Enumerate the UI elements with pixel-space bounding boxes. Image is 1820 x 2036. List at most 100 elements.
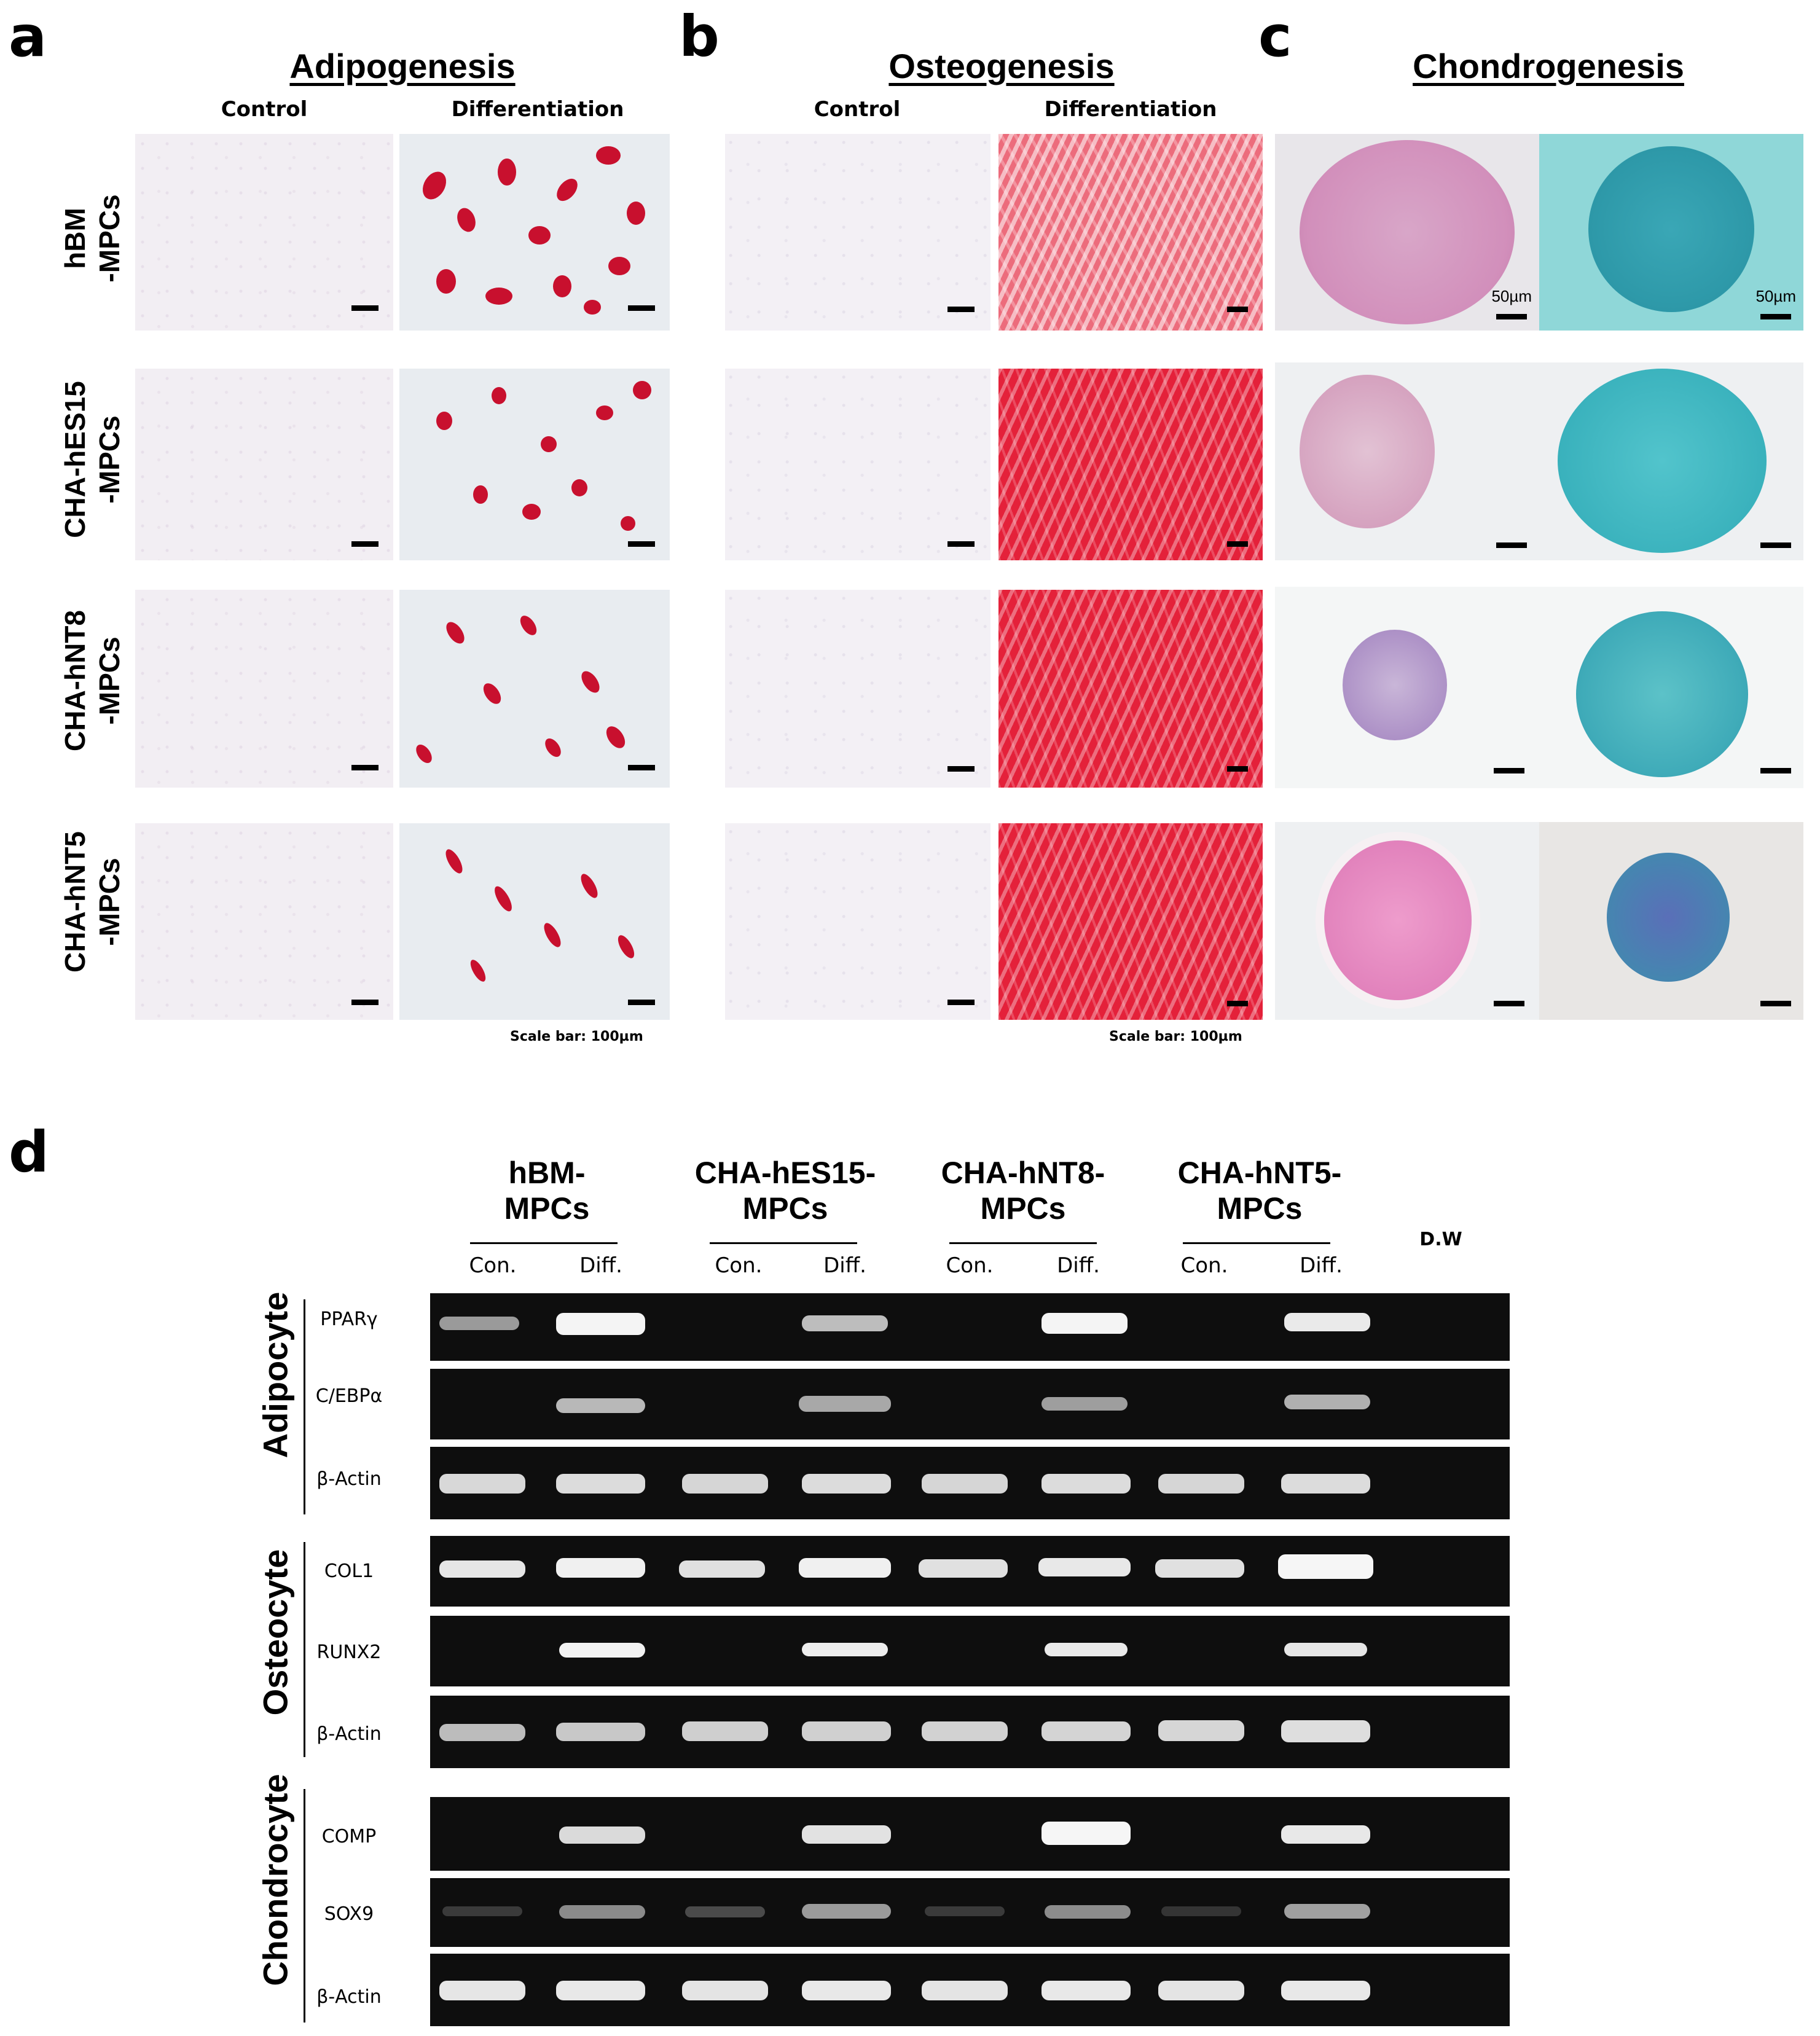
gel-band xyxy=(1161,1906,1241,1916)
lipid-droplet xyxy=(627,202,645,225)
scale-bar xyxy=(1496,314,1527,319)
gene-comp: COMP xyxy=(321,1826,377,1847)
scale-bar xyxy=(1227,766,1248,772)
osteo-control-hbm xyxy=(725,134,990,331)
adipo-control-hbm xyxy=(135,134,393,331)
lane-diff: Diff. xyxy=(1057,1253,1100,1278)
scale-bar xyxy=(947,541,975,547)
gel-band xyxy=(439,1724,525,1741)
gel-band xyxy=(919,1559,1008,1578)
bracket-line xyxy=(304,1542,305,1757)
scale-bar xyxy=(1760,314,1791,319)
scale-bar xyxy=(351,1000,379,1005)
scale-bar xyxy=(947,1000,975,1005)
scale-bar xyxy=(628,765,655,770)
gel-band xyxy=(679,1560,765,1578)
gel-strip-cebpa xyxy=(430,1369,1510,1439)
gene-cebpa: C/EBPα xyxy=(315,1385,383,1407)
lipid-droplet xyxy=(468,957,488,984)
scale-bar xyxy=(351,305,379,311)
scale-bar xyxy=(1760,768,1791,773)
chondro-alcian-hes15 xyxy=(1539,362,1803,560)
osteo-diff-hbm xyxy=(998,134,1263,331)
lipid-droplet xyxy=(541,920,564,950)
scale-bar xyxy=(351,765,379,770)
adipo-control-hes15 xyxy=(135,369,393,560)
gel-band xyxy=(556,1723,645,1741)
lipid-droplet xyxy=(418,167,451,204)
scale-bar xyxy=(1227,541,1248,547)
gene-col1: COL1 xyxy=(324,1560,374,1582)
osteogenesis-title: Osteogenesis xyxy=(888,47,1115,85)
lipid-droplet xyxy=(541,436,557,452)
lipid-droplet xyxy=(602,722,629,752)
gel-band xyxy=(1284,1313,1370,1331)
cartilage-pellet xyxy=(1588,146,1754,312)
cartilage-pellet xyxy=(1300,140,1515,324)
row-label-hes15: CHA-hES15 -MPCs xyxy=(59,381,125,538)
lane-con: Con. xyxy=(946,1253,994,1278)
gel-band xyxy=(922,1721,1008,1741)
gel-band xyxy=(682,1721,768,1741)
row-label-hbm: hBM -MPCs xyxy=(59,194,125,283)
lipid-droplet xyxy=(553,275,571,297)
group-rule xyxy=(710,1242,857,1244)
group-rule xyxy=(1183,1242,1330,1244)
gel-strip-runx2 xyxy=(430,1616,1510,1686)
lipid-droplet xyxy=(413,742,435,766)
gel-band xyxy=(1041,1313,1128,1334)
gel-band xyxy=(1281,1825,1370,1844)
panel-letter-c: c xyxy=(1258,4,1292,69)
chondro-alcian-hnt5 xyxy=(1539,822,1803,1020)
lane-diff: Diff. xyxy=(1300,1253,1343,1278)
gel-group-hnt8: CHA-hNT8- MPCs xyxy=(941,1156,1105,1226)
gel-band xyxy=(556,1981,645,2000)
adipo-diff-header: Differentiation xyxy=(451,97,624,122)
adipo-diff-hes15 xyxy=(399,369,670,560)
lipid-droplet xyxy=(578,668,603,696)
scale-bar xyxy=(1227,307,1248,312)
gel-band xyxy=(682,1474,768,1494)
gel-strip-comp xyxy=(430,1797,1510,1871)
group-rule xyxy=(470,1242,618,1244)
scale-bar xyxy=(351,541,379,547)
chondro-alcian-hnt8 xyxy=(1539,587,1803,788)
chondro-he-hnt5 xyxy=(1275,822,1539,1020)
lipid-droplet xyxy=(571,479,587,496)
lipid-droplet xyxy=(436,269,456,294)
gel-band xyxy=(1281,1981,1370,2000)
lipid-droplet xyxy=(498,159,516,186)
gel-band xyxy=(802,1474,891,1494)
gel-band xyxy=(1045,1905,1131,1919)
gel-band xyxy=(442,1906,522,1916)
scale-bar xyxy=(947,766,975,772)
gel-band xyxy=(1038,1558,1131,1576)
osteo-control-hes15 xyxy=(725,369,990,560)
gel-band xyxy=(802,1904,891,1919)
gel-strip-bactin-chondro xyxy=(430,1954,1510,2026)
gel-band xyxy=(922,1981,1008,2000)
adipo-control-header: Control xyxy=(221,97,308,122)
lane-con: Con. xyxy=(715,1253,763,1278)
gel-band xyxy=(1041,1721,1131,1741)
gel-band xyxy=(1284,1643,1367,1656)
chondro-scale-label: 50µm xyxy=(1755,287,1796,305)
cartilage-pellet xyxy=(1324,840,1472,1000)
scale-bar xyxy=(628,541,655,547)
chondro-scale-label: 50µm xyxy=(1491,287,1532,305)
gel-strip-col1 xyxy=(430,1536,1510,1607)
gel-band xyxy=(1284,1395,1370,1409)
gel-strip-bactin-adipo xyxy=(430,1447,1510,1519)
gel-band xyxy=(802,1825,891,1844)
gene-bactin-chondro: β-Actin xyxy=(316,1986,382,2008)
lane-diff: Diff. xyxy=(823,1253,866,1278)
gel-strip-bactin-osteo xyxy=(430,1696,1510,1768)
scale-bar xyxy=(1227,1001,1248,1006)
lipid-droplet xyxy=(522,504,541,520)
gel-band xyxy=(1155,1559,1244,1578)
gel-band xyxy=(439,1981,525,2000)
lipid-droplet xyxy=(442,619,468,647)
osteo-control-hnt5 xyxy=(725,823,990,1020)
gel-band xyxy=(1045,1643,1128,1656)
cartilage-pellet xyxy=(1607,853,1730,982)
